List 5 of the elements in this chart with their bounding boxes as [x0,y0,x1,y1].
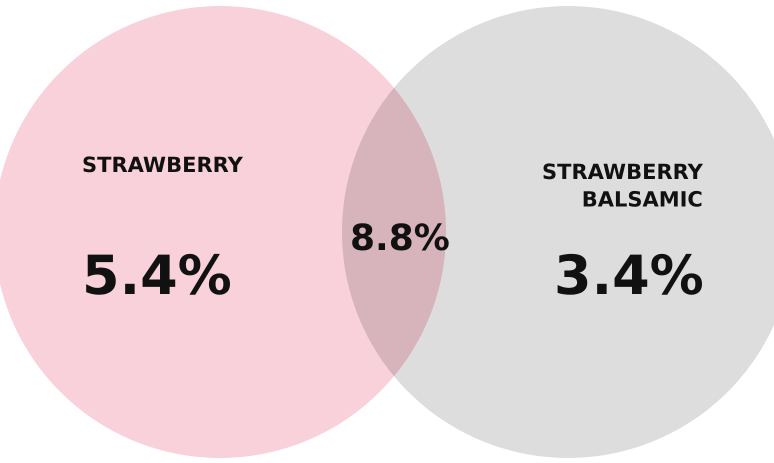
category-label: STRAWBERRY [82,153,244,177]
data-label: 5.4% [82,244,232,307]
data-label: 3.4% [554,244,704,307]
data-label: 8.8% [350,218,450,259]
category-label: STRAWBERRY BALSAMIC [542,160,704,212]
